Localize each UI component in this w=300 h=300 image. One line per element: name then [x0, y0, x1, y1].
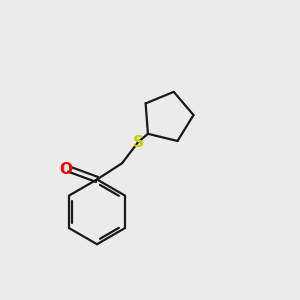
Text: O: O [59, 162, 72, 177]
Text: S: S [133, 134, 144, 149]
